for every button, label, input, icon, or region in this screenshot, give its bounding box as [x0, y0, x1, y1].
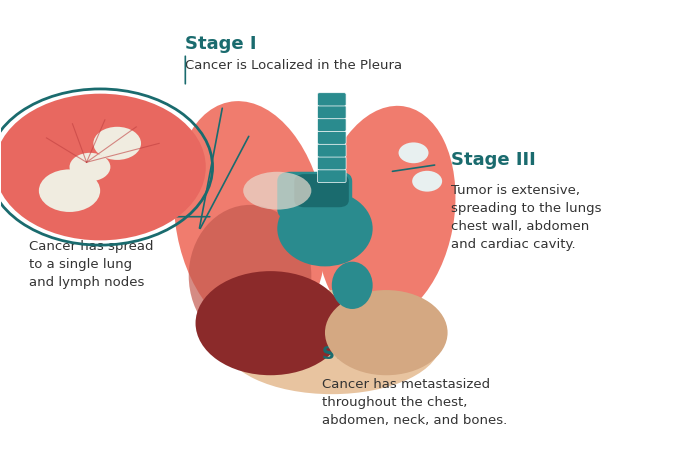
- FancyBboxPatch shape: [277, 172, 352, 219]
- Circle shape: [412, 171, 442, 192]
- Text: Stage IV: Stage IV: [321, 345, 407, 363]
- Text: Cancer has spread
to a single lung
and lymph nodes: Cancer has spread to a single lung and l…: [29, 240, 153, 289]
- Circle shape: [70, 153, 110, 181]
- Ellipse shape: [174, 101, 326, 337]
- FancyBboxPatch shape: [317, 157, 346, 170]
- Circle shape: [0, 94, 206, 240]
- Ellipse shape: [325, 290, 447, 375]
- FancyBboxPatch shape: [317, 106, 346, 119]
- FancyBboxPatch shape: [317, 93, 346, 106]
- Ellipse shape: [244, 172, 311, 209]
- Ellipse shape: [317, 106, 456, 323]
- FancyBboxPatch shape: [317, 131, 346, 144]
- Text: Tumor is extensive,
spreading to the lungs
chest wall, abdomen
and cardiac cavit: Tumor is extensive, spreading to the lun…: [451, 184, 601, 250]
- FancyBboxPatch shape: [317, 169, 346, 183]
- Text: Stage II: Stage II: [29, 203, 107, 221]
- Ellipse shape: [223, 290, 440, 394]
- Text: Stage I: Stage I: [185, 35, 256, 53]
- Text: Cancer is Localized in the Pleura: Cancer is Localized in the Pleura: [185, 59, 402, 72]
- Ellipse shape: [332, 262, 373, 309]
- FancyBboxPatch shape: [317, 118, 346, 131]
- Ellipse shape: [189, 205, 311, 347]
- Circle shape: [39, 169, 100, 212]
- Circle shape: [93, 127, 141, 160]
- Ellipse shape: [277, 191, 373, 267]
- FancyBboxPatch shape: [294, 174, 349, 207]
- Circle shape: [399, 142, 428, 163]
- FancyBboxPatch shape: [317, 144, 346, 157]
- Text: Cancer has metastasized
throughout the chest,
abdomen, neck, and bones.: Cancer has metastasized throughout the c…: [321, 377, 507, 426]
- Ellipse shape: [196, 271, 345, 375]
- Text: Stage III: Stage III: [451, 151, 536, 169]
